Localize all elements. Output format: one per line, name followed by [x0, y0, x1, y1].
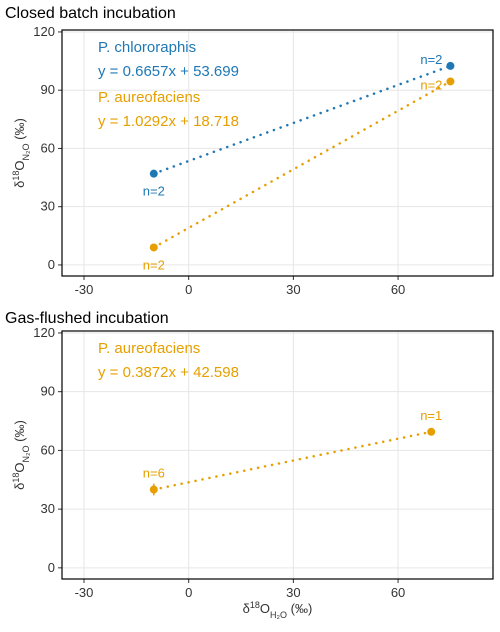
x-tick-label: -30 — [75, 585, 94, 600]
y-tick-label: 60 — [41, 442, 55, 457]
x-axis-label-part: δ — [243, 601, 250, 616]
y-axis-label-part: N₂O — [21, 445, 31, 462]
y-axis-label-part: N₂O — [21, 143, 31, 160]
y-axis-label-part: δ — [12, 181, 27, 188]
y-axis-label-part: 18 — [11, 171, 21, 181]
trend-line — [152, 430, 433, 491]
panel-title: Closed batch incubation — [5, 5, 176, 22]
y-axis-label-part: (‰) — [12, 420, 27, 445]
x-tick-label: 0 — [185, 585, 192, 600]
x-axis-label-part: 18 — [250, 600, 260, 610]
x-tick-label: 0 — [185, 282, 192, 297]
trend-line — [152, 80, 452, 249]
point-label: n=2 — [143, 257, 165, 272]
y-axis-label-part: O — [12, 160, 27, 170]
y-tick-label: 0 — [48, 257, 55, 272]
trend-line — [152, 64, 452, 175]
y-tick-label: 60 — [41, 140, 55, 155]
y-axis-label: δ18ON₂O (‰) — [11, 420, 31, 490]
y-tick-label: 120 — [33, 24, 55, 39]
plot-frame — [61, 29, 494, 277]
point-label: n=2 — [420, 52, 442, 67]
x-tick-label: 30 — [286, 585, 300, 600]
y-tick-label: 120 — [33, 325, 55, 340]
point — [149, 485, 158, 494]
x-tick-label: 60 — [391, 585, 405, 600]
x-axis-label-part: (‰) — [287, 601, 312, 616]
y-axis-label-part: δ — [12, 483, 27, 490]
x-tick-label: 30 — [286, 282, 300, 297]
y-tick-label: 30 — [41, 199, 55, 214]
x-axis-label: δ18OH₂O (‰) — [243, 600, 313, 620]
panel-title: Gas-flushed incubation — [5, 310, 169, 327]
plot-frame — [61, 330, 494, 580]
y-tick-label: 30 — [41, 501, 55, 516]
legend-name: P. aureofaciens — [98, 89, 200, 106]
legend-name: P. aureofaciens — [98, 340, 200, 357]
x-axis-label-part: O — [260, 601, 270, 616]
legend-equation: y = 0.6657x + 53.699 — [98, 63, 239, 80]
y-axis-label: δ18ON₂O (‰) — [11, 118, 31, 188]
x-axis-label-part: H₂O — [270, 610, 287, 620]
legend-name: P. chlororaphis — [98, 39, 196, 56]
y-axis-label-part: 18 — [11, 473, 21, 483]
point — [149, 169, 158, 178]
y-tick-label: 90 — [41, 384, 55, 399]
y-axis-label-part: (‰) — [12, 118, 27, 143]
point — [427, 427, 436, 436]
point-label: n=6 — [143, 466, 165, 481]
point-label: n=2 — [420, 77, 442, 92]
x-tick-label: -30 — [75, 282, 94, 297]
x-tick-label: 60 — [391, 282, 405, 297]
point-label: n=2 — [143, 184, 165, 199]
y-axis-label-part: O — [12, 462, 27, 472]
legend-equation: y = 1.0292x + 18.718 — [98, 113, 239, 130]
point — [446, 77, 455, 86]
legend-equation: y = 0.3872x + 42.598 — [98, 364, 239, 381]
y-tick-label: 0 — [48, 560, 55, 575]
y-tick-label: 90 — [41, 82, 55, 97]
point-label: n=1 — [420, 408, 442, 423]
point — [446, 61, 455, 70]
point — [149, 243, 158, 252]
